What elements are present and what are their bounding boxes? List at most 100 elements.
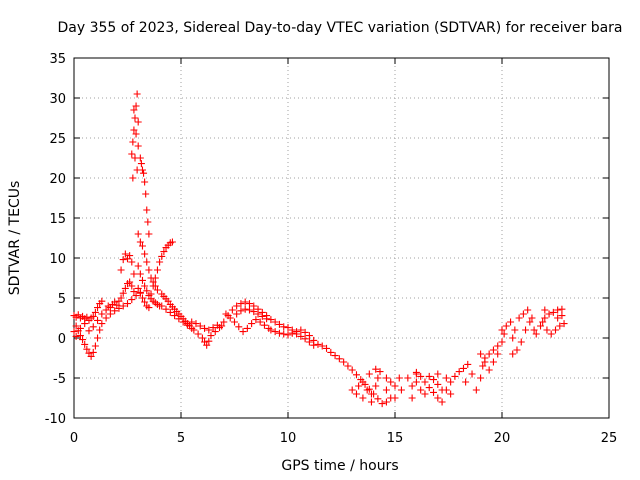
data-point <box>89 348 97 356</box>
data-point <box>98 297 106 305</box>
data-point <box>397 386 405 394</box>
data-point <box>130 106 138 114</box>
data-point <box>539 318 547 326</box>
data-point <box>367 390 375 398</box>
data-point <box>111 307 119 315</box>
data-point <box>134 118 142 126</box>
data-point <box>102 306 110 314</box>
data-point <box>543 326 551 334</box>
data-point <box>462 378 470 386</box>
data-point <box>517 338 525 346</box>
data-point <box>305 338 313 346</box>
data-point <box>121 284 129 292</box>
data-point <box>363 386 371 394</box>
data-point <box>179 318 187 326</box>
data-point <box>331 352 339 360</box>
data-point <box>156 258 164 266</box>
data-point <box>96 326 104 334</box>
data-point <box>153 286 161 294</box>
data-point <box>451 372 459 380</box>
data-point <box>280 330 288 338</box>
data-point <box>130 288 138 296</box>
data-point <box>136 270 144 278</box>
x-axis-label: GPS time / hours <box>281 458 398 474</box>
data-point <box>147 290 155 298</box>
data-point <box>558 312 566 320</box>
data-point <box>138 294 146 302</box>
data-point <box>245 306 253 314</box>
data-point <box>158 252 166 260</box>
data-point <box>205 337 213 345</box>
data-point <box>438 386 446 394</box>
data-point <box>275 320 283 328</box>
data-point <box>526 318 534 326</box>
data-point <box>522 326 530 334</box>
data-point <box>513 346 521 354</box>
data-point <box>76 332 84 340</box>
x-tick-label: 5 <box>177 431 185 446</box>
data-point <box>141 298 149 306</box>
data-point <box>145 230 153 238</box>
data-point <box>72 332 80 340</box>
data-point <box>192 320 200 328</box>
data-point <box>477 374 485 382</box>
data-point <box>237 300 245 308</box>
data-point <box>241 305 249 313</box>
data-point <box>408 382 416 390</box>
data-point <box>552 326 559 334</box>
data-point <box>87 352 95 360</box>
data-point <box>213 321 221 329</box>
data-point <box>128 258 136 266</box>
data-point <box>220 318 228 326</box>
data-point <box>196 322 204 330</box>
data-point <box>144 218 152 226</box>
data-point <box>477 350 485 358</box>
data-point <box>168 238 176 246</box>
data-point <box>275 329 283 337</box>
data-point <box>136 154 144 162</box>
data-point <box>140 169 148 177</box>
data-point <box>138 242 146 250</box>
data-point <box>231 318 238 326</box>
data-point <box>507 318 515 326</box>
data-point <box>280 323 288 331</box>
data-point <box>76 324 84 332</box>
data-point <box>455 368 463 376</box>
data-point <box>365 370 373 378</box>
data-point <box>481 358 489 366</box>
data-point <box>545 310 553 318</box>
data-point <box>382 398 390 406</box>
data-point <box>128 296 136 304</box>
data-point <box>404 374 412 382</box>
data-point <box>374 374 382 382</box>
data-point <box>94 334 102 342</box>
data-point <box>158 302 166 310</box>
data-point <box>211 328 219 336</box>
data-point <box>235 323 243 331</box>
data-point <box>166 308 174 316</box>
data-point <box>141 178 149 186</box>
data-point <box>81 320 89 328</box>
data-point <box>143 287 151 295</box>
data-point <box>367 398 375 406</box>
data-point <box>541 306 549 314</box>
data-point <box>209 324 217 332</box>
data-point <box>245 300 253 308</box>
data-point <box>119 256 127 264</box>
data-point <box>106 310 114 318</box>
data-point <box>142 190 150 198</box>
grid <box>74 58 609 418</box>
data-point <box>293 330 301 338</box>
data-point <box>284 331 292 339</box>
data-point <box>190 326 198 334</box>
data-point <box>149 282 157 290</box>
y-tick-label: -10 <box>45 412 66 427</box>
data-point <box>459 364 467 372</box>
data-point <box>558 305 566 313</box>
data-point <box>132 102 140 110</box>
data-point <box>89 323 97 331</box>
data-point <box>79 336 87 344</box>
data-point <box>128 150 136 158</box>
data-point <box>254 310 262 318</box>
data-point <box>252 316 260 324</box>
